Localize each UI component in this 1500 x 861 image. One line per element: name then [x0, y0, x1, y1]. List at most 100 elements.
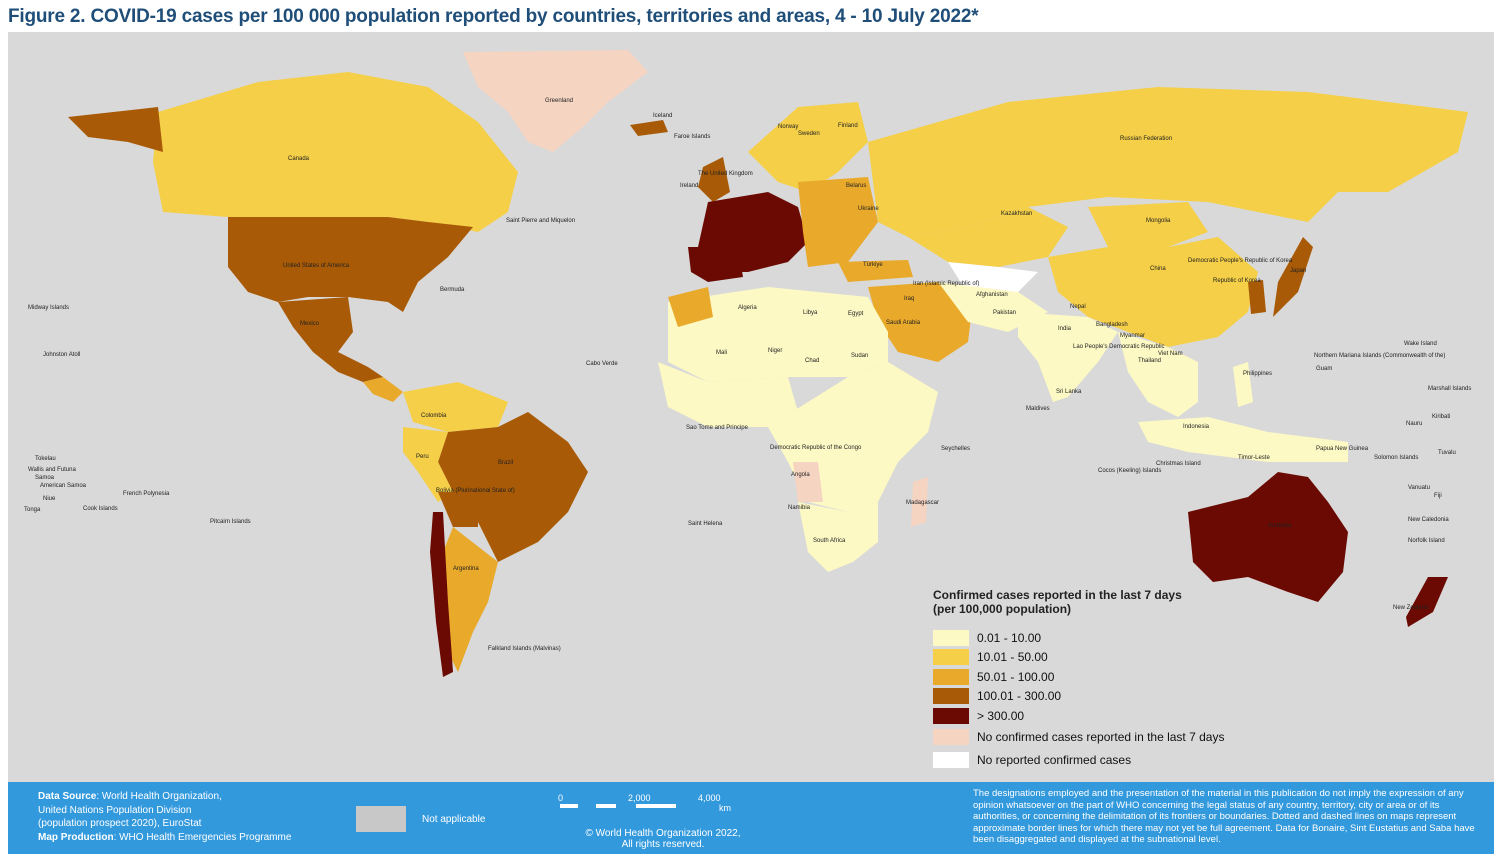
scale-bar-segment-3 [676, 804, 716, 808]
region-uk [698, 157, 730, 202]
region-indonesia [1138, 417, 1348, 462]
region-kazakhstan [908, 207, 1068, 267]
label-drc: Democratic Republic of the Congo [770, 445, 862, 451]
region-southeast-asia [1118, 332, 1198, 417]
label-cook: Cook Islands [83, 506, 118, 512]
region-brazil [438, 412, 588, 562]
label-afghanistan: Afghanistan [976, 292, 1008, 298]
copyright-line1: © World Health Organization 2022, [585, 828, 741, 839]
label-french-polynesia: French Polynesia [123, 491, 170, 497]
scale-label-4000: 4,000 [698, 793, 721, 803]
production-label: Map Production [38, 831, 114, 843]
region-canada [153, 72, 518, 232]
label-sweden: Sweden [798, 131, 820, 137]
not-applicable-label: Not applicable [422, 814, 486, 825]
label-pitcairn: Pitcairn Islands [210, 519, 251, 525]
label-viet-nam: Viet Nam [1158, 351, 1183, 357]
region-scandinavia [748, 102, 868, 192]
label-canada: Canada [288, 156, 310, 162]
region-west-africa [658, 362, 798, 427]
data-source-block: Data Source: World Health Organization, … [38, 790, 291, 844]
legend-item-5: > 300.00 [933, 706, 1263, 726]
label-tuvalu: Tuvalu [1438, 450, 1456, 456]
label-finland: Finland [838, 123, 858, 129]
region-philippines [1233, 362, 1253, 407]
region-central-asia [948, 262, 1038, 294]
region-argentina [443, 527, 498, 672]
legend-swatch-2 [933, 649, 969, 666]
label-norfolk: Norfolk Island [1408, 538, 1445, 544]
footer-bar: Data Source: World Health Organization, … [8, 782, 1494, 854]
label-wallis: Wallis and Futuna [28, 467, 76, 473]
legend-item-no-cases: No confirmed cases reported in the last … [933, 726, 1263, 749]
region-middle-east [868, 282, 973, 362]
source-label: Data Source [38, 791, 97, 802]
copyright: © World Health Organization 2022, All ri… [578, 828, 748, 850]
label-fiji: Fiji [1434, 493, 1442, 499]
label-american-samoa: American Samoa [40, 483, 87, 489]
region-bolivia [438, 492, 478, 527]
legend-swatch-no-reported [933, 752, 969, 768]
legend-label-no-reported: No reported confirmed cases [977, 753, 1132, 767]
scale-bar-segment-2 [616, 804, 636, 808]
label-bangladesh: Bangladesh [1096, 322, 1128, 328]
label-sao-tome: Sao Tome and Principe [686, 425, 749, 431]
region-central-america [363, 377, 403, 402]
label-marshall: Marshall Islands [1428, 386, 1471, 392]
figure-title: Figure 2. COVID-19 cases per 100 000 pop… [8, 6, 979, 27]
label-cabo-verde: Cabo Verde [586, 361, 618, 367]
region-mongolia [1088, 202, 1208, 247]
label-christmas: Christmas Island [1156, 461, 1201, 467]
region-madagascar [911, 477, 928, 527]
legend-swatch-4 [933, 688, 969, 705]
label-kiribati: Kiribati [1432, 414, 1450, 420]
legend-label-4: 100.01 - 300.00 [977, 689, 1062, 704]
region-russia [868, 87, 1468, 237]
label-midway: Midway Islands [28, 305, 69, 311]
label-peru: Peru [416, 454, 429, 460]
label-niger: Niger [768, 348, 782, 354]
scale-label-0: 0 [558, 793, 563, 803]
label-myanmar: Myanmar [1120, 333, 1145, 339]
label-iceland: Iceland [653, 113, 672, 119]
label-norway: Norway [778, 124, 798, 130]
region-india [1018, 312, 1118, 402]
label-nauru: Nauru [1406, 421, 1422, 427]
region-north-africa [668, 287, 888, 382]
region-iceland [630, 120, 668, 136]
label-brazil: Brazil [498, 460, 513, 466]
region-colombia-venezuela [403, 382, 508, 432]
label-pakistan: Pakistan [993, 310, 1016, 316]
legend-title-line1: Confirmed cases reported in the last 7 d… [933, 588, 1182, 602]
disclaimer: The designations employed and the presen… [973, 788, 1475, 845]
label-tokelau: Tokelau [35, 456, 56, 462]
region-peru-ecuador [403, 427, 453, 502]
legend-swatch-no-cases [933, 729, 969, 745]
label-australia: Australia [1268, 523, 1292, 529]
region-southern-africa [798, 502, 878, 572]
legend-label-5: > 300.00 [977, 708, 1025, 723]
label-solomon: Solomon Islands [1374, 455, 1418, 461]
label-angola: Angola [791, 472, 810, 478]
scale-bar-base [560, 804, 716, 808]
label-libya: Libya [803, 310, 818, 316]
label-colombia: Colombia [421, 413, 447, 419]
legend-swatch-3 [933, 668, 969, 685]
label-indonesia: Indonesia [1183, 424, 1210, 430]
region-japan [1273, 237, 1313, 317]
region-alaska [68, 107, 163, 152]
label-rok: Republic of Korea [1213, 278, 1261, 284]
map-svg: Greenland Canada United States of Americ… [24, 50, 1471, 677]
label-timor: Timor-Leste [1238, 455, 1270, 461]
region-morocco [668, 287, 713, 327]
label-algeria: Algeria [738, 305, 757, 311]
label-usa: United States of America [283, 263, 350, 269]
label-russia: Russian Federation [1120, 136, 1172, 142]
label-greenland: Greenland [545, 98, 573, 104]
label-argentina: Argentina [453, 566, 479, 572]
legend-title-line2: (per 100,000 population) [933, 602, 1072, 616]
label-dprk: Democratic People's Republic of Korea [1188, 258, 1293, 264]
label-mexico: Mexico [300, 321, 320, 327]
region-new-zealand [1406, 577, 1448, 627]
world-map: Greenland Canada United States of Americ… [8, 32, 1494, 782]
